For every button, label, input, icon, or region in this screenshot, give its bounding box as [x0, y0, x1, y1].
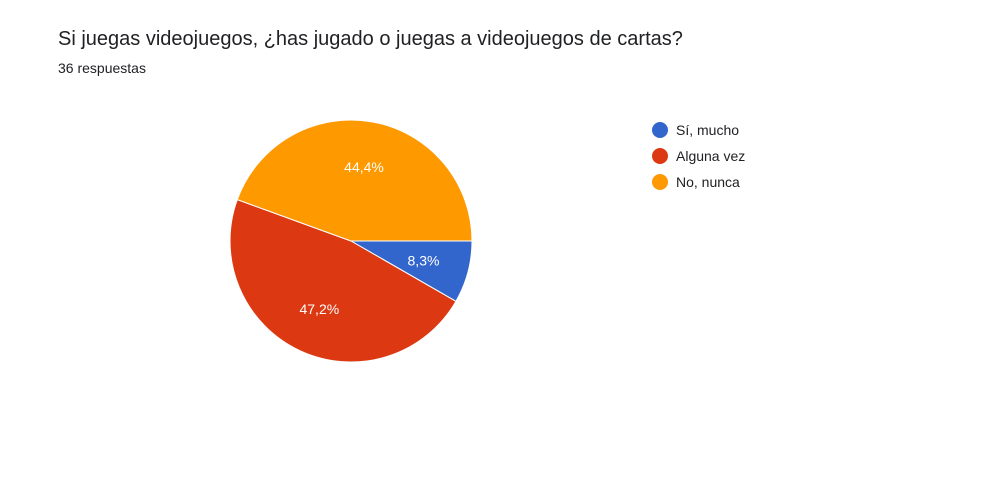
slice-label-3: 44,4%	[344, 159, 384, 175]
legend-item[interactable]: Sí, mucho	[652, 117, 745, 143]
response-count: 36 respuestas	[58, 60, 146, 76]
legend-label: Alguna vez	[676, 148, 746, 164]
slice-label-1: 8,3%	[408, 252, 440, 268]
legend-label: No, nunca	[676, 174, 740, 190]
legend: Sí, mucho Alguna vez No, nunca	[652, 117, 745, 195]
pie-slice-2[interactable]	[229, 198, 457, 363]
legend-swatch	[652, 148, 668, 164]
legend-swatch	[652, 174, 668, 190]
legend-swatch	[652, 122, 668, 138]
slice-label-2: 47,2%	[299, 301, 339, 317]
legend-item[interactable]: Alguna vez	[652, 143, 745, 169]
legend-label: Sí, mucho	[676, 122, 740, 138]
legend-item[interactable]: No, nunca	[652, 169, 745, 195]
pie-slice-3[interactable]	[236, 119, 473, 242]
chart-title: Si juegas videojuegos, ¿has jugado o jue…	[58, 28, 683, 50]
